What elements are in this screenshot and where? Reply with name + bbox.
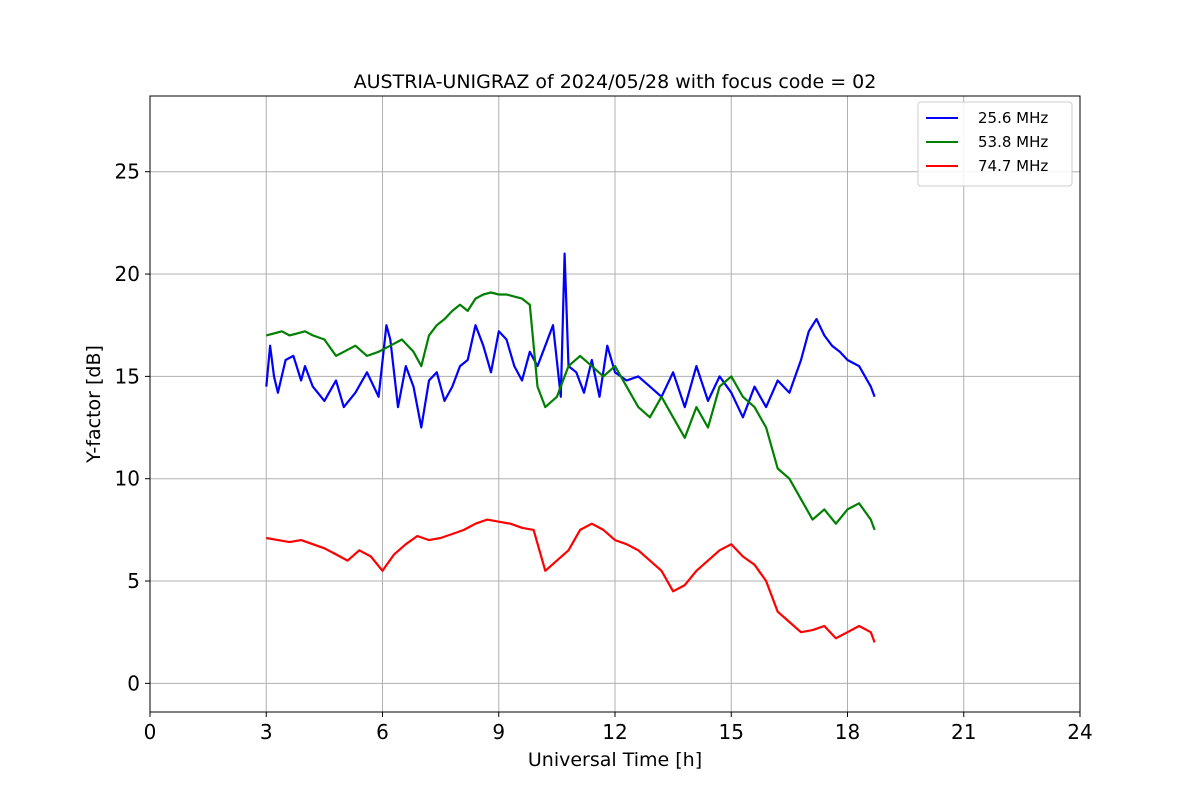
y-tick-label: 25: [115, 160, 140, 184]
axes: 0 3 6 9 12 15 18 21 24 0 5 10 15 20 25: [115, 160, 1093, 744]
x-tick-label: 18: [835, 720, 860, 744]
legend: 25.6 MHz 53.8 MHz 74.7 MHz: [917, 101, 1073, 187]
x-tick-label: 24: [1067, 720, 1092, 744]
series-line-25-6-mhz: [265, 252, 876, 429]
legend-label: 74.7 MHz: [978, 157, 1048, 175]
y-tick-label: 0: [127, 671, 140, 695]
x-tick-label: 12: [602, 720, 627, 744]
x-tick-label: 21: [951, 720, 976, 744]
series-line-74-7-mhz: [266, 518, 876, 643]
y-tick-label: 10: [115, 467, 140, 491]
x-tick-label: 3: [260, 720, 273, 744]
y-tick-label: 15: [115, 364, 140, 388]
x-tick-label: 9: [492, 720, 505, 744]
x-tick-label: 0: [144, 720, 157, 744]
y-axis-label: Y-factor [dB]: [83, 345, 105, 464]
grid-lines: [149, 96, 1081, 712]
series-line-53-8-mhz: [266, 291, 876, 531]
y-tick-label: 5: [127, 569, 140, 593]
legend-label: 25.6 MHz: [978, 109, 1048, 127]
chart-title: AUSTRIA-UNIGRAZ of 2024/05/28 with focus…: [354, 71, 877, 93]
y-tick-label: 20: [115, 262, 140, 286]
x-tick-label: 15: [719, 720, 744, 744]
legend-label: 53.8 MHz: [978, 133, 1048, 151]
x-tick-label: 6: [376, 720, 389, 744]
x-axis-label: Universal Time [h]: [528, 749, 702, 771]
data-series: [265, 252, 876, 643]
